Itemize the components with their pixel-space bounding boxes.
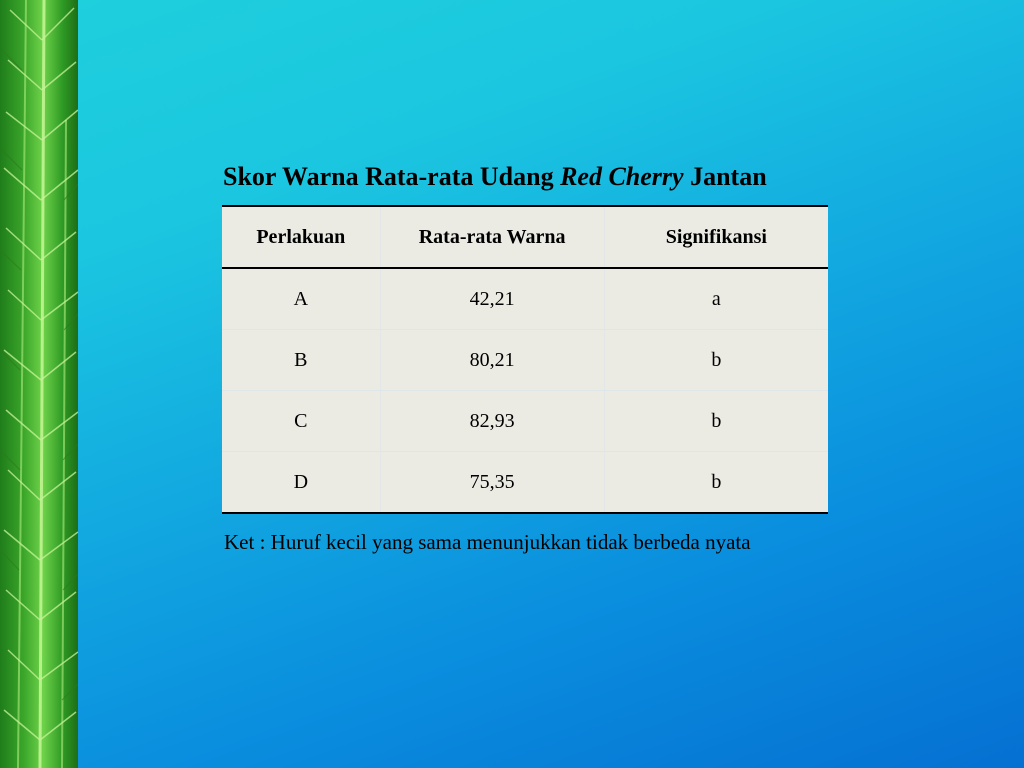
table-cell: 80,21 [380,329,605,391]
table-row: A 42,21 a [222,268,828,330]
results-table: Perlakuan Rata-rata Warna Signifikansi A… [222,205,828,514]
table-cell: b [604,451,828,514]
table-cell: a [604,268,828,330]
table-row: C 82,93 b [222,390,828,452]
table-cell: B [222,329,381,391]
table-header-row: Perlakuan Rata-rata Warna Signifikansi [222,205,828,269]
column-header: Perlakuan [222,205,381,269]
column-header: Rata-rata Warna [380,205,605,269]
table-cell: D [222,451,381,514]
table-cell: b [604,390,828,452]
table-row: B 80,21 b [222,329,828,391]
table-cell: b [604,329,828,391]
column-header: Signifikansi [604,205,828,269]
table-cell: A [222,268,381,330]
slide-title: Skor Warna Rata-rata Udang Red Cherry Ja… [223,162,767,191]
decorative-plant-image [0,0,78,768]
footnote: Ket : Huruf kecil yang sama menunjukkan … [224,530,751,554]
table-cell: 75,35 [380,451,605,514]
table-cell: 82,93 [380,390,605,452]
table-row: D 75,35 b [222,451,828,514]
table-cell: 42,21 [380,268,605,330]
table-cell: C [222,390,381,452]
